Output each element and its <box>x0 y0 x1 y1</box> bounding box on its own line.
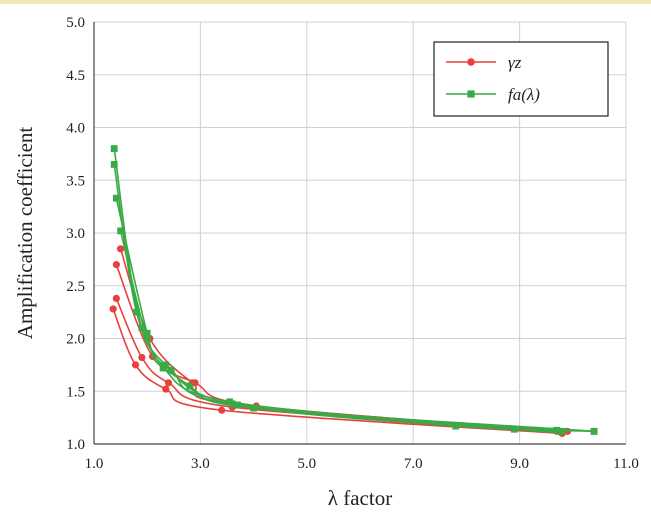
data-point <box>112 261 120 269</box>
legend-label: fa(λ) <box>508 85 540 104</box>
data-point <box>164 379 173 387</box>
y-axis-title: Amplification coefficient <box>13 127 37 340</box>
x-tick-label: 7.0 <box>404 456 423 472</box>
data-point <box>234 401 242 409</box>
data-point <box>131 361 140 369</box>
axes <box>93 22 627 445</box>
y-tick-label: 3.0 <box>66 226 85 242</box>
series-gamma-z-0 <box>109 305 566 438</box>
y-tick-label: 2.0 <box>66 332 85 348</box>
data-point <box>162 385 170 393</box>
x-tick-label: 5.0 <box>297 456 316 472</box>
data-point <box>226 398 234 406</box>
series-fa-6 <box>112 194 566 435</box>
data-point <box>109 305 117 313</box>
x-tick-label: 1.0 <box>85 456 104 472</box>
data-point <box>112 194 120 202</box>
data-point <box>112 294 120 303</box>
x-tick-label: 3.0 <box>191 456 210 472</box>
tick-labels: 1.0 3.0 5.0 7.0 9.0 11.0 1.0 1.5 2.0 2.5 3.0 3.5 4.0… <box>66 15 639 472</box>
y-tick-label: 1.5 <box>66 384 85 400</box>
series-group <box>109 145 598 438</box>
legend-label: γz <box>508 53 522 72</box>
data-point <box>143 335 151 342</box>
data-point <box>138 353 146 362</box>
x-axis-title: λ factor <box>328 486 392 510</box>
series-fa-7 <box>117 227 598 435</box>
gridlines <box>94 21 626 444</box>
data-point <box>159 364 167 372</box>
data-point <box>218 406 226 414</box>
data-point <box>590 427 598 435</box>
data-point <box>186 382 194 390</box>
data-point <box>117 227 124 235</box>
data-point <box>558 427 566 435</box>
data-point <box>133 308 140 316</box>
data-point <box>452 422 460 430</box>
legend-box <box>433 41 609 117</box>
top-border-strip <box>0 0 651 4</box>
legend: γz fa(λ) <box>433 41 609 117</box>
legend-marker <box>467 58 475 66</box>
data-point <box>143 329 151 337</box>
y-tick-label: 4.5 <box>66 68 85 84</box>
y-tick-label: 2.5 <box>66 279 85 295</box>
data-point <box>110 145 118 152</box>
data-point <box>110 161 118 168</box>
y-tick-label: 5.0 <box>66 15 85 31</box>
x-tick-label: 11.0 <box>613 456 639 472</box>
x-tick-label: 9.0 <box>510 456 529 472</box>
data-point <box>510 425 518 433</box>
data-point <box>167 366 175 374</box>
data-point <box>117 245 125 253</box>
y-tick-label: 4.0 <box>66 121 85 137</box>
legend-marker <box>467 90 475 98</box>
series-line <box>119 230 595 433</box>
y-tick-label: 1.0 <box>66 437 85 453</box>
y-tick-label: 3.5 <box>66 173 85 189</box>
